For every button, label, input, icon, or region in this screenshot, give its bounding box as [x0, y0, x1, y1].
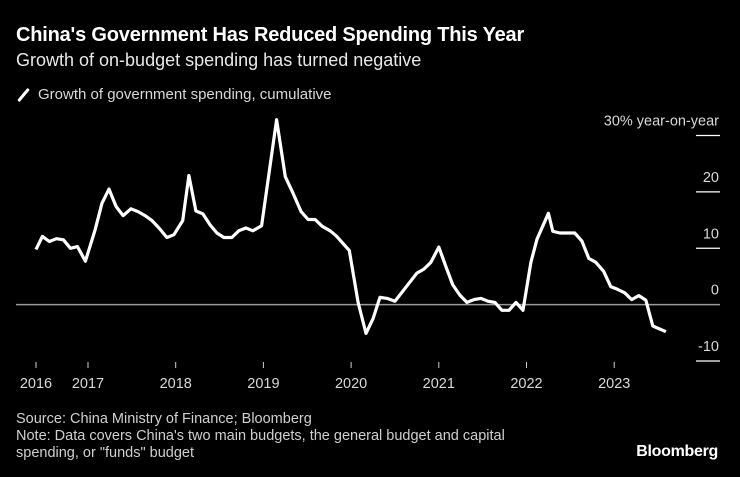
footer: Source: China Ministry of Finance; Bloom…	[16, 411, 505, 462]
chart-title: China's Government Has Reduced Spending …	[16, 24, 525, 46]
chart-subtitle: Growth of on-budget spending has turned …	[16, 50, 422, 70]
source-note: Source: China Ministry of Finance; Bloom…	[16, 411, 312, 427]
legend-label: Growth of government spending, cumulativ…	[38, 86, 332, 103]
x-tick-label: 2018	[160, 376, 192, 392]
x-tick-label: 2023	[598, 376, 630, 392]
y-tick-label: 0	[711, 283, 719, 299]
y-tick-label: -10	[698, 339, 719, 355]
note-line-1: Note: Data covers China's two main budge…	[16, 428, 505, 444]
y-tick-label: 10	[703, 226, 719, 242]
note-line-2: spending, or "funds" budget	[16, 445, 194, 461]
x-tick-label: 2016	[20, 376, 52, 392]
x-tick-label: 2022	[510, 376, 542, 392]
x-tick-label: 2019	[247, 376, 279, 392]
x-tick-label: 2021	[423, 376, 455, 392]
legend: Growth of government spending, cumulativ…	[16, 86, 332, 103]
x-tick-label: 2017	[72, 376, 104, 392]
bloomberg-logo: Bloomberg	[636, 443, 718, 460]
series-group	[34, 118, 667, 335]
x-axis: 2016 2017 2018 2019 2020 2021 2022 2023	[20, 362, 630, 392]
x-tick-label: 2020	[335, 376, 367, 392]
y-axis: 30% year-on-year 20 10 0 -10	[604, 114, 720, 362]
y-tick-label: 30% year-on-year	[604, 114, 719, 130]
series-line-government-spending	[34, 118, 667, 335]
y-tick-label: 20	[703, 170, 719, 186]
